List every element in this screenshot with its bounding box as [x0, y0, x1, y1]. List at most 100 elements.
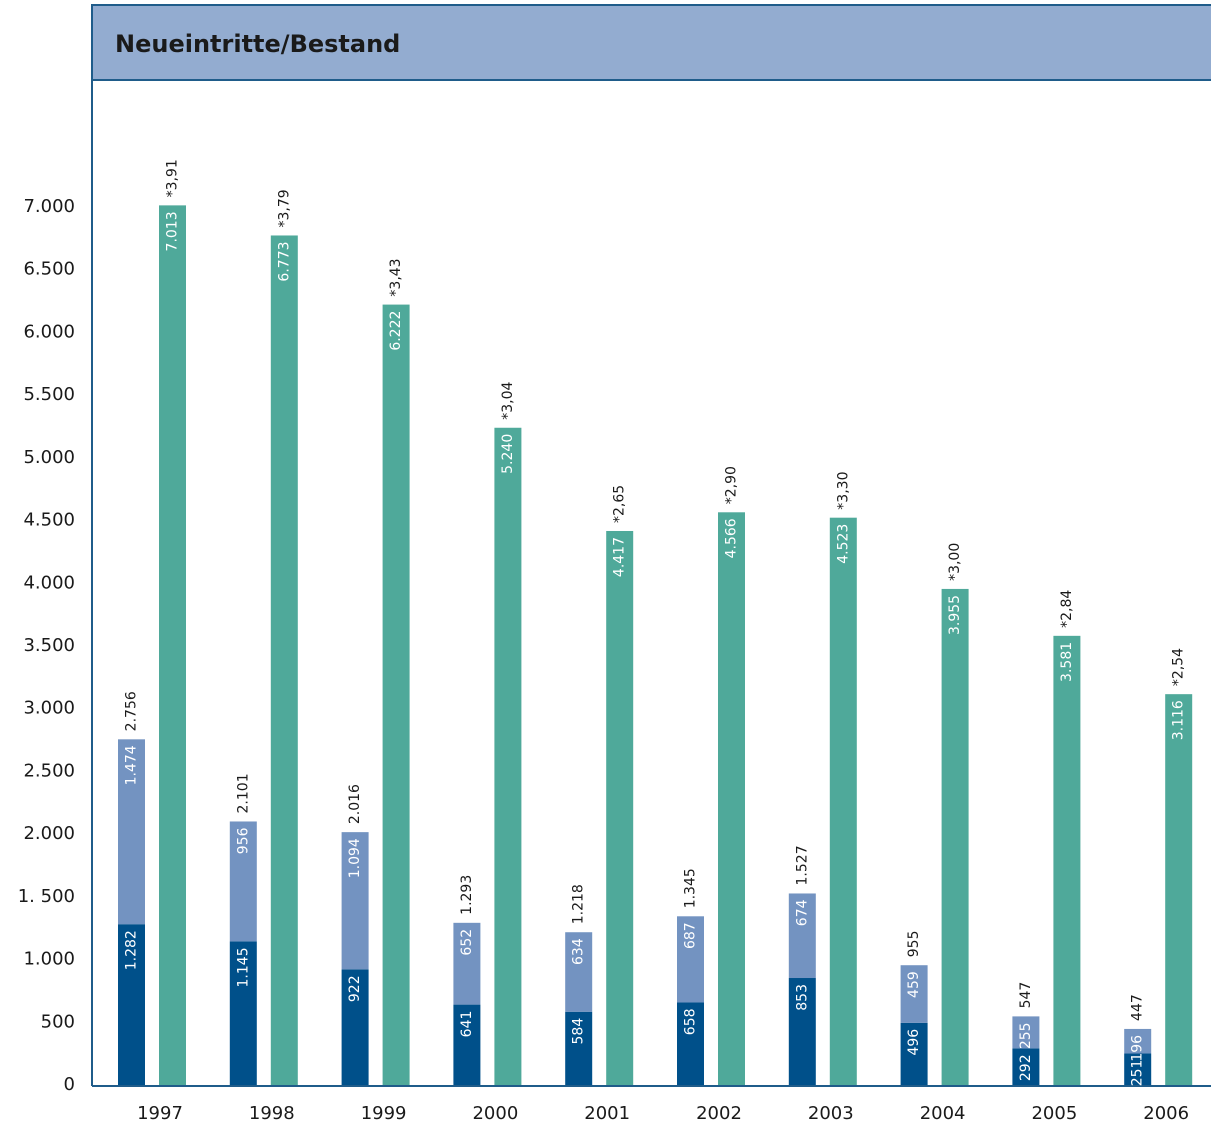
bar — [606, 530, 634, 1085]
value-label: 922 — [347, 975, 363, 1002]
bar — [118, 924, 145, 1085]
value-label: 1.094 — [347, 838, 363, 878]
value-label: 634 — [571, 938, 587, 965]
bar — [900, 1022, 928, 1085]
bar — [229, 941, 257, 1085]
total-label: 2.016 — [347, 784, 363, 824]
y-tick-label: 3.500 — [23, 635, 75, 656]
total-label: 955 — [906, 930, 922, 957]
value-label: 459 — [906, 971, 922, 998]
value-label: 1.474 — [124, 745, 140, 785]
x-tick-label: 2002 — [696, 1103, 742, 1124]
annotation: *3,30 — [835, 472, 851, 510]
total-label: 1.345 — [683, 868, 699, 908]
total-label: 1.293 — [459, 875, 475, 915]
bar — [788, 978, 816, 1085]
bar — [341, 969, 369, 1085]
bar — [677, 916, 704, 1003]
bar — [718, 512, 745, 1085]
value-label: 292 — [1018, 1054, 1034, 1081]
y-tick-label: 6.000 — [23, 321, 75, 342]
bar — [900, 965, 928, 1023]
y-tick-label: 4.000 — [23, 572, 75, 593]
y-tick-label: 5.500 — [23, 384, 75, 405]
annotation: *3,00 — [947, 543, 963, 581]
y-tick-label: 1.000 — [23, 949, 75, 970]
y-tick-label: 1. 500 — [18, 886, 75, 907]
total-label: 2.756 — [124, 691, 140, 731]
value-label: 7.013 — [165, 211, 181, 251]
bar — [270, 235, 298, 1085]
bar — [1012, 1016, 1040, 1049]
header-band — [91, 4, 1211, 81]
value-label: 3.955 — [947, 595, 963, 635]
bar — [159, 205, 186, 1085]
total-label: 447 — [1130, 994, 1146, 1021]
bar — [941, 588, 969, 1085]
bar — [565, 1011, 593, 1085]
x-tick-label: 2004 — [920, 1103, 966, 1124]
x-tick-label: 1998 — [249, 1103, 295, 1124]
x-tick-label: 1999 — [361, 1103, 407, 1124]
bar — [1012, 1048, 1040, 1085]
y-tick-label: 2.500 — [23, 760, 75, 781]
x-tick-label: 1997 — [137, 1103, 183, 1124]
y-tick-label: 6.500 — [23, 259, 75, 280]
bar — [453, 922, 481, 1005]
chart-title: Neueintritte/Bestand — [115, 30, 400, 58]
total-label: 1.527 — [794, 845, 810, 885]
y-tick-label: 2.000 — [23, 823, 75, 844]
value-label: 853 — [794, 984, 810, 1011]
y-tick-label: 5.000 — [23, 447, 75, 468]
bar — [829, 517, 857, 1085]
bar — [788, 893, 816, 979]
x-tick-label: 2005 — [1031, 1103, 1077, 1124]
value-label: 6.773 — [276, 241, 292, 281]
value-label: 3.116 — [1171, 700, 1187, 740]
annotation: *2,65 — [612, 485, 628, 523]
value-label: 956 — [235, 827, 251, 854]
annotation: *3,04 — [500, 381, 516, 419]
bar — [453, 1004, 481, 1085]
bar — [565, 932, 593, 1012]
annotation: *2,90 — [724, 466, 740, 504]
value-label: 4.566 — [724, 518, 740, 558]
value-label: 251 — [1130, 1060, 1146, 1087]
y-tick-label: 4.500 — [23, 510, 75, 531]
value-label: 1.145 — [235, 947, 251, 987]
annotation: *3,79 — [276, 189, 292, 227]
bar — [341, 832, 369, 970]
y-tick-label: 0 — [64, 1074, 75, 1095]
value-label: 6.222 — [388, 311, 404, 351]
value-label: 584 — [571, 1018, 587, 1045]
value-label: 674 — [794, 899, 810, 926]
x-tick-label: 2003 — [808, 1103, 854, 1124]
annotation: *3,91 — [165, 159, 181, 197]
bar — [229, 821, 257, 942]
y-tick-label: 500 — [41, 1011, 75, 1032]
value-label: 4.523 — [835, 524, 851, 564]
value-label: 658 — [683, 1008, 699, 1035]
x-tick-label: 2006 — [1143, 1103, 1189, 1124]
bar — [677, 1002, 704, 1085]
value-label: 4.417 — [612, 537, 628, 577]
value-label: 3.581 — [1059, 642, 1075, 682]
value-label: 687 — [683, 922, 699, 949]
value-label: 496 — [906, 1029, 922, 1056]
value-label: 652 — [459, 929, 475, 956]
bar — [118, 739, 145, 925]
annotation: *3,43 — [388, 258, 404, 296]
x-tick-label: 2000 — [472, 1103, 518, 1124]
value-label: 5.240 — [500, 434, 516, 474]
y-tick-label: 7.000 — [23, 196, 75, 217]
x-tick-label: 2001 — [584, 1103, 630, 1124]
total-label: 547 — [1018, 982, 1034, 1009]
value-label: 255 — [1018, 1022, 1034, 1049]
bar — [494, 427, 522, 1085]
total-label: 1.218 — [571, 884, 587, 924]
annotation: *2,54 — [1171, 648, 1187, 686]
annotation: *2,84 — [1059, 590, 1075, 628]
bar — [382, 304, 410, 1085]
total-label: 2.101 — [235, 773, 251, 813]
